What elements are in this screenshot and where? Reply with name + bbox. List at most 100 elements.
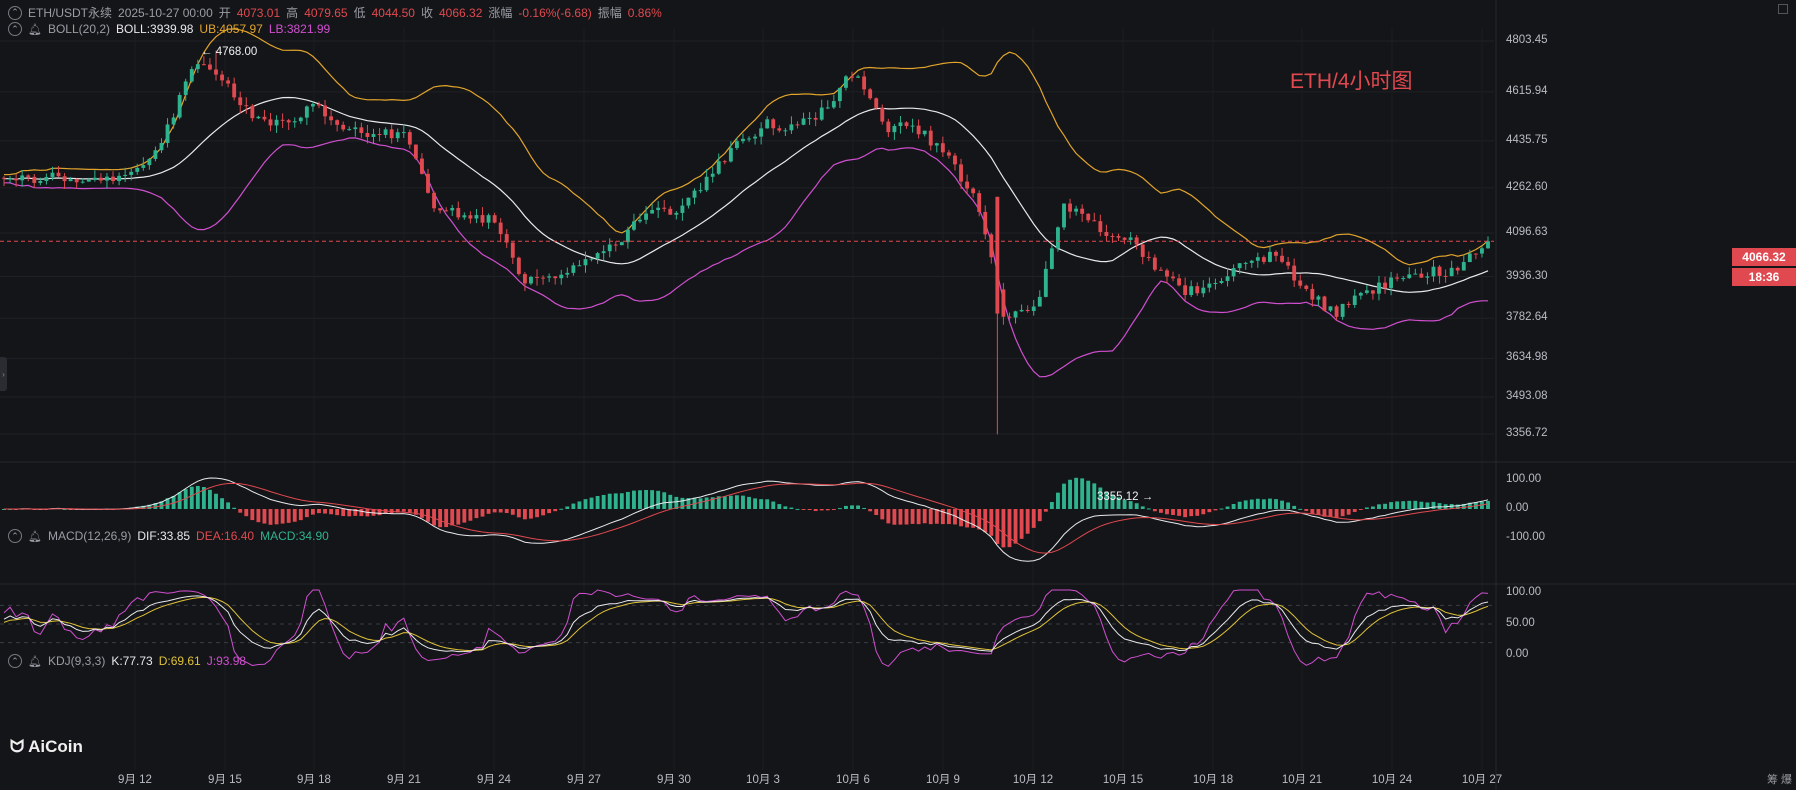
candle-body xyxy=(1049,248,1054,269)
collapse-icon[interactable]: ⌃ xyxy=(8,5,22,20)
candle-body xyxy=(274,119,279,126)
macd-histogram-bar xyxy=(789,507,794,509)
candle-body xyxy=(2,177,6,179)
macd-histogram-bar xyxy=(892,509,897,525)
candle-body xyxy=(1158,269,1163,271)
bell-icon[interactable]: 🔔︎ xyxy=(28,23,42,36)
macd-histogram-bar xyxy=(1437,503,1442,509)
macd-histogram-bar xyxy=(583,499,588,509)
macd-histogram-bar xyxy=(753,498,758,509)
fullscreen-icon[interactable] xyxy=(1778,4,1788,14)
candle-body xyxy=(541,277,546,279)
macd-histogram-bar xyxy=(1249,499,1254,509)
macd-histogram-bar xyxy=(432,509,436,526)
macd-histogram-bar xyxy=(1013,509,1018,544)
macd-histogram-bar xyxy=(862,507,867,509)
collapse-icon[interactable]: ⌃ xyxy=(8,22,22,36)
candle-body xyxy=(698,190,703,192)
macd-histogram-bar xyxy=(280,509,285,524)
candle-body xyxy=(1467,253,1472,263)
macd-histogram-bar xyxy=(244,509,249,517)
candle-body xyxy=(1092,220,1097,222)
macd-histogram-bar xyxy=(147,504,152,509)
candle-body xyxy=(1213,282,1218,284)
candle-body xyxy=(1364,290,1369,293)
macd-histogram-bar xyxy=(189,486,194,509)
macd-histogram-bar xyxy=(347,509,352,517)
candle-body xyxy=(1413,273,1418,275)
macd-histogram-bar xyxy=(995,509,1000,544)
macd-histogram-bar xyxy=(1092,483,1097,509)
macd-histogram-bar xyxy=(553,509,558,512)
candle-body xyxy=(1207,283,1212,288)
macd-histogram-bar xyxy=(850,505,854,509)
macd-histogram-bar xyxy=(1171,509,1175,515)
macd-histogram-bar xyxy=(1407,500,1412,509)
macd-histogram-bar xyxy=(1225,506,1230,509)
macd-histogram-bar xyxy=(1304,509,1309,512)
candle-body xyxy=(1431,266,1436,277)
candle-body xyxy=(98,177,103,181)
macd-histogram-bar xyxy=(577,501,582,509)
low-annotation-value: 3355.12 xyxy=(1097,491,1139,503)
candle-body xyxy=(450,207,455,211)
side-expand-handle[interactable]: › xyxy=(0,357,7,391)
macd-histogram-bar xyxy=(638,490,642,509)
candle-body xyxy=(1304,285,1309,289)
candle-body xyxy=(432,192,436,209)
macd-dea-value: DEA:16.40 xyxy=(196,529,255,543)
macd-histogram-bar xyxy=(801,509,806,510)
candle-body xyxy=(147,158,152,166)
macd-histogram-bar xyxy=(953,509,957,525)
candle-body xyxy=(959,164,963,182)
candle-body xyxy=(650,210,655,214)
bell-icon[interactable]: 🔔︎ xyxy=(28,655,42,668)
candle-body xyxy=(1419,273,1424,278)
candle-body xyxy=(601,251,606,254)
macd-histogram-bar xyxy=(1177,509,1182,516)
candle-body xyxy=(238,97,243,106)
macd-histogram-bar xyxy=(886,509,891,524)
corner-text[interactable]: 筹 爆 xyxy=(1766,774,1792,786)
macd-histogram-bar xyxy=(141,505,146,509)
macd-histogram-bar xyxy=(1134,503,1139,509)
macd-histogram-bar xyxy=(153,503,158,509)
collapse-icon[interactable]: ⌃ xyxy=(8,654,22,668)
macd-name[interactable]: MACD(12,26,9) xyxy=(47,529,132,543)
candle-body xyxy=(928,130,933,146)
macd-histogram-bar xyxy=(456,509,461,525)
macd-histogram-bar xyxy=(1292,505,1297,509)
candle-body xyxy=(1062,203,1066,228)
candle-body xyxy=(317,104,321,106)
macd-histogram-bar xyxy=(698,498,703,509)
bell-icon[interactable]: 🔔︎ xyxy=(28,530,42,543)
macd-histogram-bar xyxy=(1104,491,1109,509)
y-axis-tick-label: 4096.63 xyxy=(1506,226,1548,238)
candle-body xyxy=(1122,237,1127,240)
macd-histogram-bar xyxy=(1358,509,1363,510)
macd-histogram-bar xyxy=(1352,509,1357,512)
boll-mid-value: BOLL:3939.98 xyxy=(116,22,194,36)
candle-body xyxy=(619,242,624,246)
candle-body xyxy=(177,94,182,118)
macd-histogram-bar xyxy=(329,509,334,515)
x-axis-tick-label: 9月 27 xyxy=(567,774,601,786)
candle-body xyxy=(868,89,873,99)
candle-body xyxy=(1152,257,1157,270)
candle-body xyxy=(1128,237,1133,240)
kdj-name[interactable]: KDJ(9,3,3) xyxy=(47,654,106,668)
macd-histogram-bar xyxy=(728,495,733,509)
candle-body xyxy=(1383,282,1387,289)
high-annotation-value: 4768.00 xyxy=(215,46,258,58)
macd-histogram-bar xyxy=(940,509,945,525)
boll-name[interactable]: BOLL(20,2) xyxy=(47,22,111,36)
x-axis-tick-label: 10月 15 xyxy=(1102,774,1144,786)
collapse-icon[interactable]: ⌃ xyxy=(8,529,22,543)
candle-body xyxy=(56,172,61,177)
kdj-k-value: K:77.73 xyxy=(111,654,153,668)
macd-histogram-bar xyxy=(1455,504,1460,509)
candle-body xyxy=(165,124,170,144)
macd-histogram-bar xyxy=(1207,509,1212,513)
countdown-tag: 18:36 xyxy=(1732,268,1796,286)
